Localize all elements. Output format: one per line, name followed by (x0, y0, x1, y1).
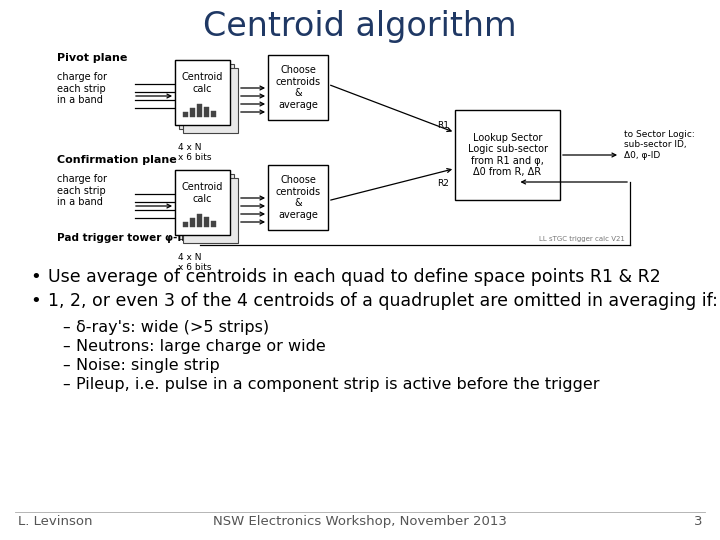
Text: Pileup, i.e. pulse in a component strip is active before the trigger: Pileup, i.e. pulse in a component strip … (76, 377, 600, 392)
Text: 1, 2, or even 3 of the 4 centroids of a quadruplet are omitted in averaging if:: 1, 2, or even 3 of the 4 centroids of a … (48, 292, 718, 310)
FancyBboxPatch shape (183, 222, 188, 227)
Text: Noise: single strip: Noise: single strip (76, 358, 220, 373)
Text: 3: 3 (693, 515, 702, 528)
FancyBboxPatch shape (268, 55, 328, 120)
FancyBboxPatch shape (204, 107, 209, 117)
FancyBboxPatch shape (175, 60, 230, 125)
Text: •: • (30, 268, 41, 286)
FancyBboxPatch shape (175, 170, 230, 235)
Text: Pad trigger tower φ-ID: Pad trigger tower φ-ID (57, 233, 190, 243)
FancyBboxPatch shape (268, 165, 328, 230)
Text: Confirmation plane: Confirmation plane (57, 155, 176, 165)
Text: Centroid
calc: Centroid calc (182, 182, 223, 204)
Text: R1: R1 (437, 120, 449, 130)
Text: δ-ray's: wide (>5 strips): δ-ray's: wide (>5 strips) (76, 320, 269, 335)
Text: –: – (62, 358, 70, 373)
FancyBboxPatch shape (183, 112, 188, 117)
FancyBboxPatch shape (211, 111, 216, 117)
Text: Pivot plane: Pivot plane (57, 53, 127, 63)
FancyBboxPatch shape (455, 110, 560, 200)
Text: charge for
each strip
in a band: charge for each strip in a band (57, 72, 107, 105)
Text: LL sTGC trigger calc V21: LL sTGC trigger calc V21 (539, 236, 625, 242)
FancyBboxPatch shape (175, 170, 230, 235)
Text: Lookup Sector
Logic sub-sector
from R1 and φ,
Δ0 from R, ΔR: Lookup Sector Logic sub-sector from R1 a… (467, 133, 547, 178)
Text: to Sector Logic:
sub-sector ID,
Δ0, φ-ID: to Sector Logic: sub-sector ID, Δ0, φ-ID (624, 130, 695, 160)
Text: –: – (62, 377, 70, 392)
FancyBboxPatch shape (190, 108, 195, 117)
FancyBboxPatch shape (175, 60, 230, 125)
Text: R2: R2 (437, 179, 449, 188)
FancyBboxPatch shape (211, 221, 216, 227)
Text: charge for
each strip
in a band: charge for each strip in a band (57, 174, 107, 207)
Text: Centroid algorithm: Centroid algorithm (203, 10, 517, 43)
Text: Centroid
calc: Centroid calc (182, 72, 223, 93)
Text: –: – (62, 320, 70, 335)
FancyBboxPatch shape (183, 178, 238, 243)
Text: •: • (30, 292, 41, 310)
FancyBboxPatch shape (190, 218, 195, 227)
Text: Choose
centroids
&
average: Choose centroids & average (276, 175, 320, 220)
Text: L. Levinson: L. Levinson (18, 515, 92, 528)
FancyBboxPatch shape (204, 217, 209, 227)
Text: –: – (62, 339, 70, 354)
Text: Use average of centroids in each quad to define space points R1 & R2: Use average of centroids in each quad to… (48, 268, 661, 286)
Text: 4 x N
x 6 bits: 4 x N x 6 bits (178, 253, 212, 272)
Text: 4 x N
x 6 bits: 4 x N x 6 bits (178, 143, 212, 163)
FancyBboxPatch shape (179, 64, 234, 129)
Text: Neutrons: large charge or wide: Neutrons: large charge or wide (76, 339, 325, 354)
FancyBboxPatch shape (197, 104, 202, 117)
FancyBboxPatch shape (179, 174, 234, 239)
FancyBboxPatch shape (197, 214, 202, 227)
FancyBboxPatch shape (183, 68, 238, 133)
Text: Choose
centroids
&
average: Choose centroids & average (276, 65, 320, 110)
Text: NSW Electronics Workshop, November 2013: NSW Electronics Workshop, November 2013 (213, 515, 507, 528)
